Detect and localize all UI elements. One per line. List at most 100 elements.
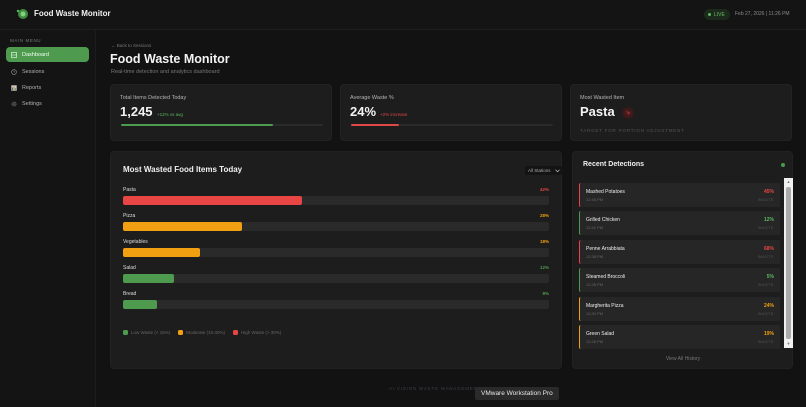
legend-label: Moderate (15-30%) [186,330,226,335]
detection-name: Grilled Chicken [586,217,620,223]
recent-detections-card: Recent Detections Mashed Potatoes 12:45 … [572,151,793,369]
detection-time: 12:38 PM [586,254,604,259]
stat-value: Pasta [580,104,615,119]
footer-text: AI VISION WASTE MANAGEMENT [389,386,482,391]
recent-detections-list: Mashed Potatoes 12:45 PM 45% WASTE Grill… [579,183,780,355]
scroll-up-arrow-icon[interactable]: ▲ [786,179,791,184]
list-item[interactable]: Green Salad 12:28 PM 19% WASTE [579,325,780,349]
progress-fill [351,124,400,126]
detection-waste-pct: 5% [766,274,774,280]
list-item[interactable]: Penne Arrabbiata 12:38 PM 68% WASTE [579,240,780,264]
stat-note: TARGET FOR PORTION ADJUSTMENT [580,128,685,133]
bar-track [123,222,549,231]
stat-card-most-wasted: Most Wasted Item Pasta ↘ TARGET FOR PORT… [570,84,792,141]
live-badge: LIVE [704,9,730,20]
progress-track [121,124,323,126]
list-item[interactable]: Grilled Chicken 12:42 PM 12% WASTE [579,211,780,235]
detection-waste-pct: 12% [763,217,774,223]
menu-label: MAIN MENU [10,38,42,43]
legend-label: Low Waste (< 15%) [131,330,171,335]
waste-label: WASTE [757,254,774,259]
waste-label: WASTE [757,339,774,344]
detection-time: 12:42 PM [586,225,604,230]
legend-swatch [123,330,128,335]
legend-item-high: High Waste (> 30%) [233,330,281,335]
bar-value: 12% [539,265,549,270]
bar-fill [123,196,302,205]
bar-fill [123,300,158,309]
taskbar-tooltip: VMware Workstation Pro [475,387,559,400]
station-filter-value: All Stations [528,168,551,173]
progress-fill [121,124,273,126]
app-title: Food Waste Monitor [34,9,111,18]
stat-label: Total Items Detected Today [120,95,187,101]
legend-item-low: Low Waste (< 15%) [123,330,170,335]
detection-name: Margherita Pizza [586,303,624,309]
sidebar-item-reports[interactable]: Reports [6,80,89,95]
page-subtitle: Real-time detection and analytics dashbo… [111,69,220,75]
sidebar: MAIN MENU Dashboard Sessions Reports Set… [0,30,96,407]
bar-track [123,274,549,283]
bar-label: Salad [123,265,136,271]
recent-detections-title: Recent Detections [583,161,645,168]
detection-name: Green Salad [586,331,615,337]
grid-icon [11,51,17,58]
legend-item-moderate: Moderate (15-30%) [178,330,225,335]
waste-label: WASTE [757,197,774,202]
waste-label: WASTE [757,282,774,287]
bar-label: Pizza [123,213,136,219]
status-dot-icon [781,163,785,167]
main-content: ← Back to Sessions Food Waste Monitor Re… [96,30,806,407]
detection-waste-pct: 19% [763,331,774,337]
bar-value: 28% [539,213,549,218]
top-bar: Food Waste Monitor LIVE Feb 27, 2026 | 1… [0,0,806,30]
legend-swatch [178,330,184,335]
list-item[interactable]: Mashed Potatoes 12:45 PM 45% WASTE [579,183,780,207]
sidebar-item-sessions[interactable]: Sessions [6,64,89,79]
clock-icon [11,68,17,75]
chevron-down-icon [554,169,560,172]
bar-label: Bread [123,291,137,297]
detection-waste-pct: 68% [763,246,774,252]
waste-label: WASTE [757,225,774,230]
detection-name: Mashed Potatoes [586,189,625,195]
bar-label: Pasta [123,187,136,193]
datetime: Feb 27, 2026 | 11:26 PM [735,11,790,17]
bar-value: 42% [539,187,549,192]
bar-track [123,248,549,257]
scrollbar-thumb[interactable] [786,187,791,339]
detection-name: Penne Arrabbiata [586,246,625,252]
view-all-history-link[interactable]: View All History [665,356,701,362]
station-filter-select[interactable]: All Stations [525,166,562,175]
list-item[interactable]: Steamed Broccoli 12:35 PM 5% WASTE [579,268,780,292]
sidebar-item-label: Dashboard [22,51,49,58]
bar-track [123,196,549,205]
detection-time: 12:45 PM [586,197,604,202]
legend-swatch [233,330,239,335]
detection-name: Steamed Broccoli [586,274,626,280]
sidebar-item-dashboard[interactable]: Dashboard [6,47,89,62]
back-to-sessions-link[interactable]: ← Back to Sessions [111,43,152,48]
detection-waste-pct: 24% [763,303,774,309]
detection-time: 12:30 PM [586,311,604,316]
stat-delta: +12% vs avg [157,112,183,117]
trend-down-icon: ↘ [622,107,634,119]
waste-label: WASTE [757,311,774,316]
stat-value: 1,245 [120,104,153,119]
detection-waste-pct: 45% [763,189,774,195]
sidebar-item-settings[interactable]: Settings [6,96,89,111]
bar-fill [123,222,243,231]
scroll-down-arrow-icon[interactable]: ▼ [786,341,791,346]
list-item[interactable]: Margherita Pizza 12:30 PM 24% WASTE [579,297,780,321]
bar-fill [123,248,200,257]
detection-time: 12:28 PM [586,339,604,344]
live-dot-icon [708,13,711,16]
bar-value: 18% [539,239,549,244]
page-title: Food Waste Monitor [110,52,230,66]
list-scrollbar[interactable]: ▲ ▼ [784,178,793,348]
stat-card-average-waste: Average Waste % 24% +2% increase [340,84,562,141]
live-label: LIVE [714,11,725,18]
stat-delta: +2% increase [380,112,408,117]
bar-label: Vegetables [123,239,148,245]
